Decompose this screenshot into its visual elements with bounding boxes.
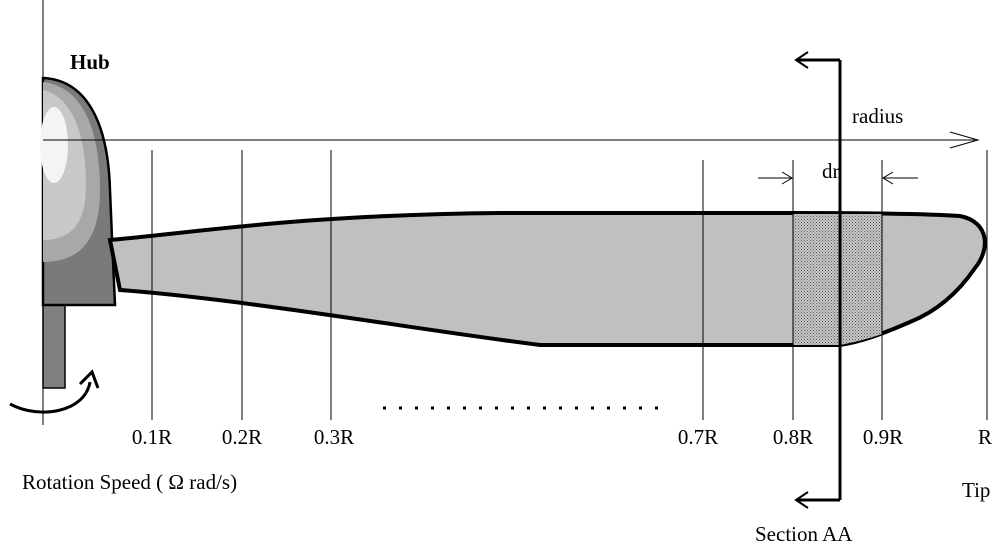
station-label: 0.1R: [132, 425, 172, 449]
rotation-arrow: [9, 369, 100, 414]
blade-element: [793, 214, 882, 345]
station-lines: [151, 150, 988, 420]
station-label: 0.8R: [773, 425, 813, 449]
station-label: 0.7R: [678, 425, 718, 449]
station-label: 0.3R: [314, 425, 354, 449]
hub: [40, 76, 117, 307]
tip-label: Tip: [962, 478, 990, 502]
blade: [107, 211, 987, 347]
section-label: Section AA: [755, 522, 853, 546]
shaft: [42, 302, 66, 389]
station-label: 0.2R: [222, 425, 262, 449]
dr-label: dr: [822, 159, 840, 183]
axis-arrowhead: [949, 131, 980, 149]
hub-label: Hub: [70, 50, 110, 74]
station-label: R: [978, 425, 992, 449]
station-label: 0.9R: [863, 425, 903, 449]
rotation-label: Rotation Speed ( Ω rad/s): [22, 470, 237, 494]
section-line: [794, 51, 842, 509]
dr-arrows: [758, 171, 918, 185]
radius-label: radius: [852, 104, 903, 128]
